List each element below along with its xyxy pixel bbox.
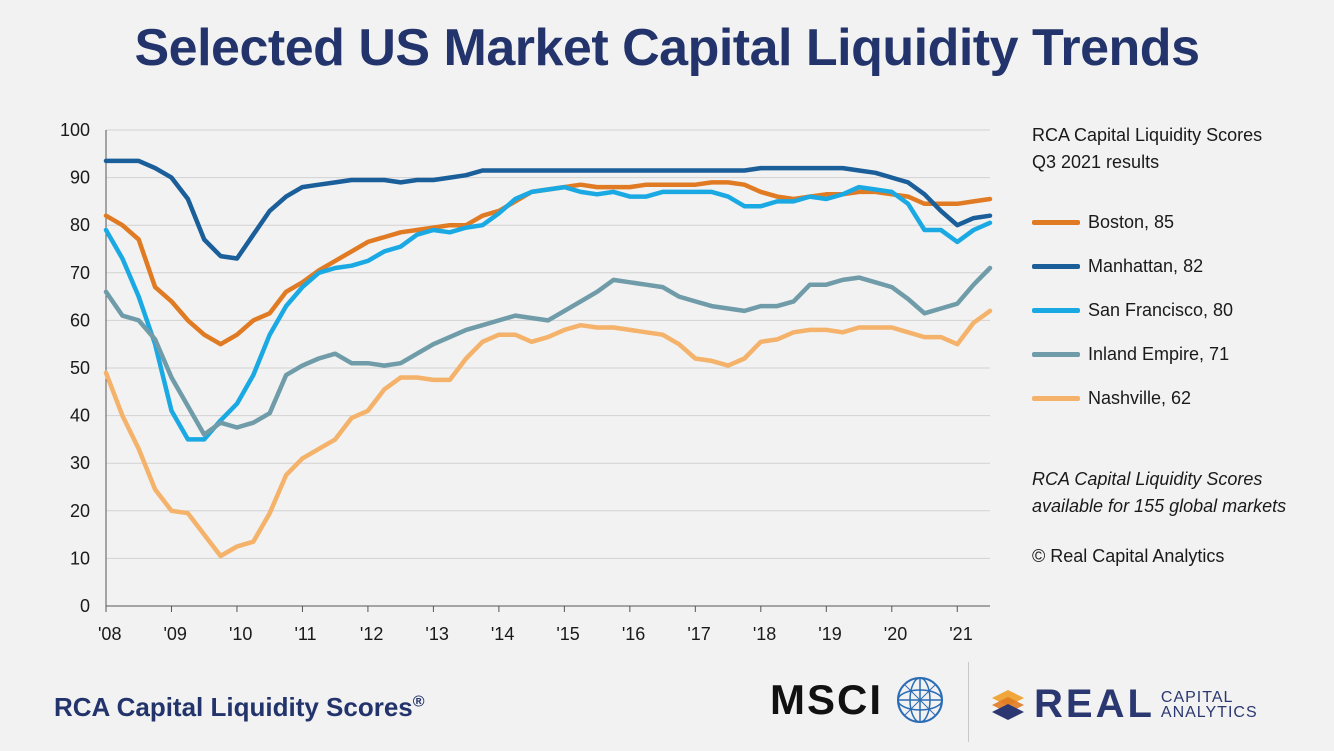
legend-label: Manhattan, 82 — [1088, 255, 1204, 276]
y-tick-label: 0 — [80, 596, 90, 616]
legend: RCA Capital Liquidity Scores Q3 2021 res… — [1032, 122, 1322, 420]
y-tick-label: 30 — [70, 453, 90, 473]
legend-swatch — [1032, 395, 1080, 401]
legend-item: San Francisco, 80 — [1032, 288, 1322, 332]
x-tick-label: '12 — [360, 624, 383, 644]
x-tick-label: '15 — [556, 624, 579, 644]
legend-label: Inland Empire, 71 — [1088, 343, 1230, 364]
registered-mark: ® — [412, 693, 425, 711]
series-line-inland-empire — [103, 265, 993, 437]
x-tick-label: '08 — [98, 624, 121, 644]
legend-heading-line2: Q3 2021 results — [1032, 152, 1160, 172]
rca-wordmark-sub: CAPITAL ANALYTICS — [1160, 688, 1258, 721]
legend-label: San Francisco, 80 — [1088, 299, 1234, 320]
x-tick-label: '17 — [687, 624, 710, 644]
x-tick-label: '18 — [753, 624, 776, 644]
legend-swatch — [1032, 219, 1080, 225]
footer-title: RCA Capital Liquidity Scores® — [54, 692, 425, 723]
y-tick-label: 20 — [70, 501, 90, 521]
legend-swatch — [1032, 307, 1080, 313]
x-tick-label: '09 — [163, 624, 186, 644]
line-chart: 0 10 20 30 40 50 60 70 80 90 100 '08 '09 '10 '11 '12 '13… — [60, 120, 993, 644]
y-tick-label: 40 — [70, 406, 90, 426]
legend-swatch — [1032, 263, 1080, 269]
legend-swatch — [1032, 351, 1080, 357]
rca-wordmark-analytics: ANALYTICS — [1160, 703, 1258, 721]
msci-wordmark: MSCI — [770, 676, 883, 723]
legend-label: Boston, 85 — [1088, 211, 1175, 232]
copyright-text: © Real Capital Analytics — [1032, 546, 1225, 566]
logo-divider — [968, 662, 969, 742]
y-tick-label: 100 — [60, 120, 90, 140]
series-line-san-francisco — [103, 184, 993, 442]
legend-item: Boston, 85 — [1032, 200, 1322, 244]
rca-wordmark-real: REAL — [1034, 682, 1155, 726]
legend-label: Nashville, 62 — [1088, 387, 1192, 408]
y-tick-label: 50 — [70, 358, 90, 378]
x-tick-label: '13 — [425, 624, 448, 644]
y-tick-label: 10 — [70, 548, 90, 568]
note-line2: available for 155 global markets — [1032, 496, 1287, 516]
rca-stack-icon — [992, 689, 1024, 720]
legend-items: Boston, 85 Manhattan, 82 San Francisco, 80… — [1032, 200, 1322, 420]
legend-item: Manhattan, 82 — [1032, 244, 1322, 288]
x-tick-label: '16 — [622, 624, 645, 644]
chart-title: Selected US Market Capital Liquidity Tre… — [134, 19, 1201, 77]
y-tick-label: 90 — [70, 168, 90, 188]
series-line-manhattan — [103, 158, 993, 261]
legend-heading-line1: RCA Capital Liquidity Scores — [1032, 125, 1263, 145]
legend-item: Nashville, 62 — [1032, 376, 1322, 420]
x-tick-label: '14 — [491, 624, 514, 644]
legend-item: Inland Empire, 71 — [1032, 332, 1322, 376]
series-line-nashville — [103, 308, 993, 559]
footer-title-text: RCA Capital Liquidity Scores — [54, 692, 413, 722]
x-tick-label: '21 — [949, 624, 972, 644]
rca-wordmark-capital: CAPITAL — [1160, 688, 1234, 706]
x-tick-label: '19 — [818, 624, 841, 644]
x-tick-label: '20 — [884, 624, 907, 644]
msci-logo: MSCI — [770, 675, 945, 725]
x-tick-label: '10 — [229, 624, 252, 644]
availability-note: RCA Capital Liquidity Scores available f… — [1032, 466, 1286, 520]
y-tick-label: 80 — [70, 215, 90, 235]
note-line1: RCA Capital Liquidity Scores — [1032, 469, 1263, 489]
y-tick-label: 70 — [70, 263, 90, 283]
globe-icon — [897, 677, 943, 723]
x-tick-label: '11 — [294, 624, 316, 644]
y-tick-label: 60 — [70, 310, 90, 330]
rca-logo: REAL CAPITAL ANALYTICS — [990, 682, 1258, 727]
